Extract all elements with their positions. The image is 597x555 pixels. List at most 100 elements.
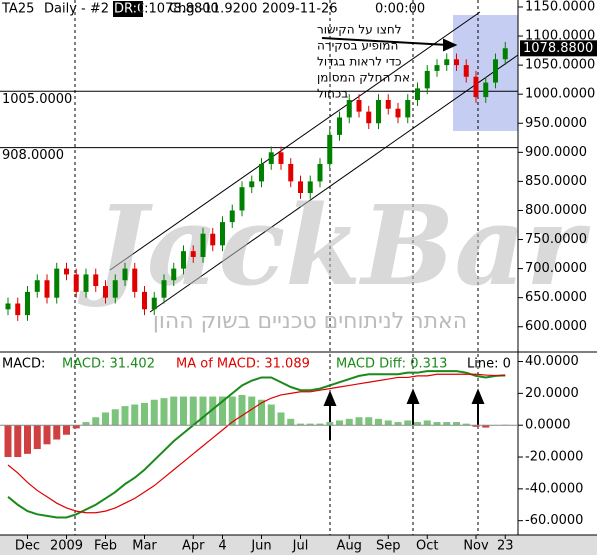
candle-body (317, 163, 323, 182)
histogram-bar (384, 420, 392, 426)
histogram-bar (472, 425, 480, 427)
histogram-bar (277, 412, 285, 426)
histogram-bar (82, 422, 90, 426)
candle-body (54, 268, 60, 298)
candle-body (142, 291, 147, 310)
histogram-bar (219, 396, 226, 426)
x-tick-label: Feb (94, 539, 117, 554)
candle-body (122, 268, 128, 281)
histogram-bar (131, 404, 139, 426)
histogram-bar (111, 409, 119, 426)
candle-body (229, 210, 235, 223)
histogram-bar (423, 420, 431, 426)
header-text: Daily - #2 (44, 2, 109, 17)
histogram-bar (4, 425, 12, 458)
histogram-bar (355, 417, 363, 426)
histogram-bar (14, 425, 22, 458)
y-tick-label: 0.0000 (525, 418, 571, 433)
candle-body (181, 251, 186, 269)
candle-body (444, 59, 450, 66)
histogram-bar (180, 396, 187, 426)
x-tick-label: Nov (463, 539, 489, 554)
histogram-bar (53, 425, 61, 440)
candle-body (34, 280, 40, 292)
histogram-bar (414, 422, 421, 426)
histogram-bar (326, 422, 334, 426)
legend-entry: MACD Diff: 0.313 (336, 357, 447, 372)
x-tick-label: Jun (250, 539, 271, 554)
histogram-bar (160, 398, 168, 426)
candle-body (132, 268, 138, 292)
histogram-bar (375, 418, 382, 426)
watermark: JackBar (77, 181, 591, 310)
candle-body (463, 65, 469, 77)
legend-entry: Line: 0 (467, 357, 511, 372)
header-text: C:1078.8800 (135, 2, 219, 17)
histogram-bar (24, 425, 31, 454)
histogram-bar (443, 422, 451, 426)
channel-lines (109, 11, 519, 313)
histogram-bar (404, 420, 412, 426)
candle-body (288, 163, 294, 182)
candle-body (346, 100, 352, 118)
histogram-bar (297, 423, 304, 426)
histogram-bar (267, 404, 275, 426)
histogram-bar (228, 396, 236, 426)
candle-body (493, 59, 498, 83)
candle-body (210, 233, 216, 246)
candle-body (434, 65, 440, 71)
callout-text: בכחול (317, 87, 348, 101)
highlight-area (453, 15, 518, 131)
candle-body (103, 286, 108, 298)
y-tick-label: 650.0000 (525, 290, 587, 305)
histogram-bar (345, 418, 353, 426)
y-tick-label: 800.0000 (525, 203, 587, 218)
x-axis-band (0, 535, 597, 555)
price-line-label: 908.0000 (2, 148, 64, 163)
histogram-bar (258, 399, 265, 426)
candle-body (395, 108, 401, 118)
callout-text: לחצו על הקישור (317, 23, 402, 37)
histogram-bar (43, 425, 51, 445)
y-tick-label: -60.0000 (525, 513, 583, 528)
candle-body (298, 181, 303, 194)
x-tick-label: Dec (15, 539, 40, 554)
candle-body (473, 76, 479, 98)
x-tick-label: 23 (497, 539, 514, 554)
header-text: Chg:-11.9200 (169, 2, 257, 17)
x-tick-label: 4 (218, 539, 226, 554)
histogram-bar (102, 412, 109, 426)
legend-entry: MA of MACD: 31.089 (176, 357, 310, 372)
x-tick-label: Oct (416, 539, 438, 554)
x-tick-label: Mar (132, 539, 157, 554)
candle-body (502, 48, 508, 60)
histogram-bar (433, 422, 441, 426)
histogram-bar (306, 423, 314, 426)
y-tick-label: 40.0000 (525, 354, 579, 369)
histogram-bar (209, 396, 217, 426)
histogram-bar (170, 396, 178, 426)
candle-body (385, 100, 391, 109)
macd-line (7, 373, 506, 514)
histogram-bar (453, 422, 460, 426)
candle-body (93, 274, 99, 287)
candle-body (307, 181, 313, 194)
y-tick-label: 900.0000 (525, 145, 587, 160)
candle-body (337, 117, 342, 135)
macd-line (7, 370, 506, 519)
header-text: 0:00:00 (375, 2, 425, 17)
candle-body (151, 297, 157, 310)
histogram-bar (316, 423, 324, 426)
y-tick-label: 1000.0000 (525, 87, 595, 102)
candle-body (112, 280, 118, 298)
arrows (321, 37, 485, 440)
y-tick-label: -20.0000 (525, 450, 583, 465)
header-text: DR:0 (114, 2, 145, 17)
x-tick-label: 2009 (50, 539, 83, 554)
histogram-bar (150, 399, 158, 426)
candle-body (190, 251, 196, 257)
header-text: 2009-11-26 (262, 2, 338, 17)
histogram-bar (248, 396, 256, 426)
candle-body (483, 82, 489, 98)
candle-body (415, 88, 420, 100)
